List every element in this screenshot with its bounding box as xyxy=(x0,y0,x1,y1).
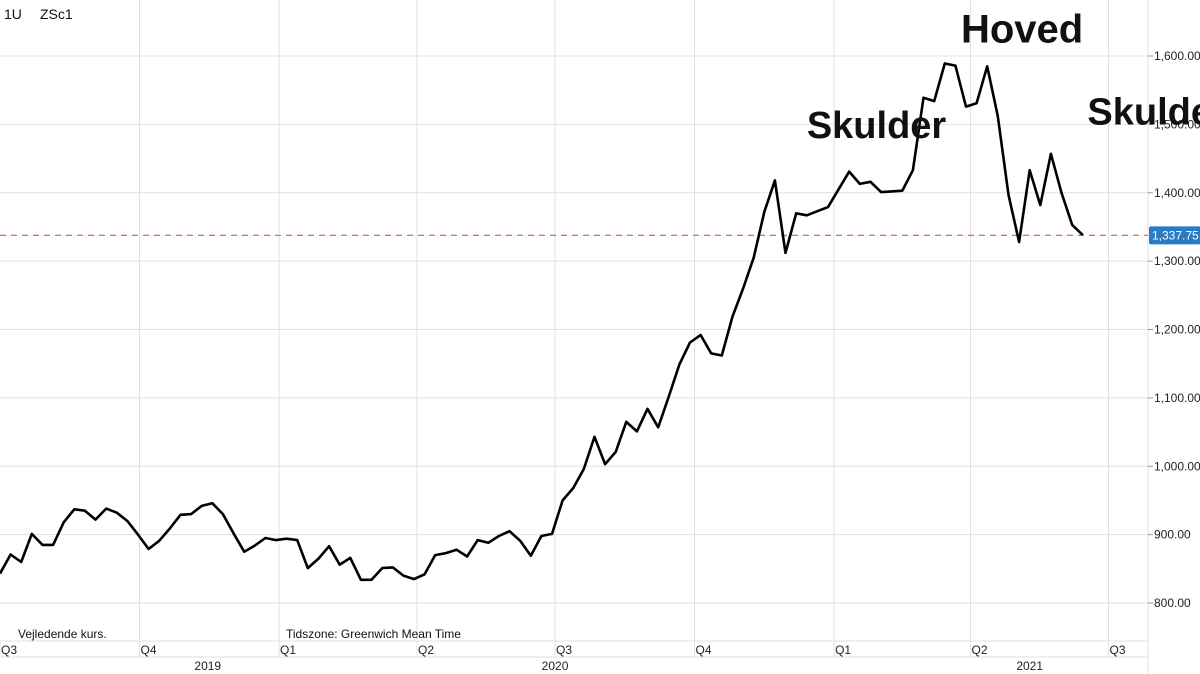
y-tick-label: 1,600.00 xyxy=(1154,49,1200,63)
annotation-label: Skulder xyxy=(807,105,947,147)
x-quarter-label: Q2 xyxy=(418,643,434,657)
x-year-label: 2019 xyxy=(194,659,221,673)
last-price-tag: 1,337.75 xyxy=(1149,226,1200,245)
timezone-note: Tidszone: Greenwich Mean Time xyxy=(286,627,461,641)
x-quarter-label: Q4 xyxy=(141,643,157,657)
x-year-label: 2021 xyxy=(1016,659,1043,673)
y-tick-label: 1,000.00 xyxy=(1154,459,1200,473)
time-axis-labels: Q3 Q4 Q1 Q2 Q3 Q4 Q1 Q2 Q3 2019 2020 2021 xyxy=(0,640,1126,673)
x-quarter-label: Q3 xyxy=(1,643,17,657)
y-tick-label: 1,500.00 xyxy=(1154,117,1200,131)
interval-label: 1U xyxy=(4,6,22,22)
x-quarter-label: Q1 xyxy=(280,643,296,657)
y-tick-label: 1,200.00 xyxy=(1154,323,1200,337)
y-tick-label: 1,100.00 xyxy=(1154,391,1200,405)
y-tick-label: 800.00 xyxy=(1154,596,1191,610)
vertical-gridlines xyxy=(139,0,1110,640)
x-year-label: 2020 xyxy=(542,659,569,673)
annotation-label: Hoved xyxy=(961,7,1083,51)
x-quarter-label: Q2 xyxy=(972,643,988,657)
last-price-tag-background xyxy=(1149,226,1200,245)
x-quarter-label: Q3 xyxy=(556,643,572,657)
indicative-price-note: Vejledende kurs. xyxy=(18,627,107,641)
y-tick-label: 1,400.00 xyxy=(1154,186,1200,200)
last-price-label: 1,337.75 xyxy=(1152,228,1199,242)
y-tick-label: 900.00 xyxy=(1154,528,1191,542)
price-axis-labels: 800.00 900.00 1,000.00 1,100.00 1,200.00 1,30… xyxy=(1148,49,1200,610)
x-quarter-label: Q1 xyxy=(835,643,851,657)
annotation-label: Skulder xyxy=(1087,91,1200,133)
pattern-annotations: SkulderHovedSkulder xyxy=(807,7,1200,147)
price-series-line xyxy=(0,62,1084,582)
symbol-label: ZSc1 xyxy=(40,6,73,22)
x-quarter-label: Q4 xyxy=(696,643,712,657)
x-quarter-label: Q3 xyxy=(1110,643,1126,657)
horizontal-gridlines xyxy=(0,55,1148,604)
y-tick-label: 1,300.00 xyxy=(1154,254,1200,268)
